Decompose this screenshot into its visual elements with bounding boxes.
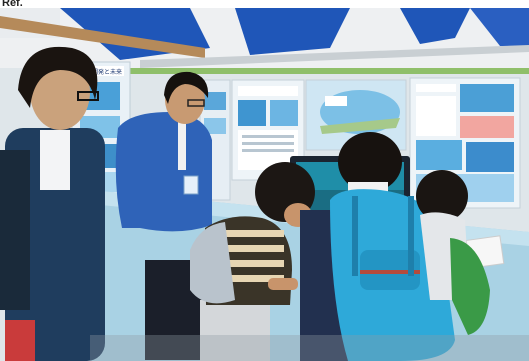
person-staff — [115, 71, 212, 360]
green-trim — [130, 68, 529, 74]
red-bag — [5, 320, 35, 361]
name-badge — [183, 175, 199, 195]
tent-stripe-blue-3 — [400, 8, 470, 44]
child-right — [416, 170, 490, 335]
wooden-beam — [0, 16, 205, 58]
tent-stripe-blue-2 — [235, 8, 350, 55]
poster-heading: 海洋開発と未来 — [80, 68, 122, 76]
staff-glasses — [187, 99, 205, 107]
backpack-zip — [360, 270, 420, 274]
staff-shirt — [178, 120, 186, 170]
poster-board-right — [409, 77, 521, 209]
white-shirt — [40, 130, 70, 190]
poster-board-center — [231, 79, 305, 181]
hair — [18, 46, 98, 108]
person-left-visitor — [0, 46, 105, 361]
child1-hand — [268, 278, 298, 290]
child1-shorts — [200, 300, 270, 361]
glasses — [77, 91, 99, 101]
child2-hair — [338, 132, 402, 192]
green-backpack — [450, 238, 490, 335]
child1-backpack — [190, 222, 235, 304]
staff-hair — [164, 71, 209, 104]
photo-caption: Ref. — [2, 0, 23, 9]
metal-rail — [140, 45, 529, 68]
blue-jacket — [115, 112, 212, 232]
floor-shadow — [90, 335, 529, 361]
child-striped-shirt — [190, 162, 315, 361]
backpack-strap — [0, 150, 30, 310]
child3-hair — [416, 170, 468, 222]
striped-shirt — [214, 275, 284, 282]
